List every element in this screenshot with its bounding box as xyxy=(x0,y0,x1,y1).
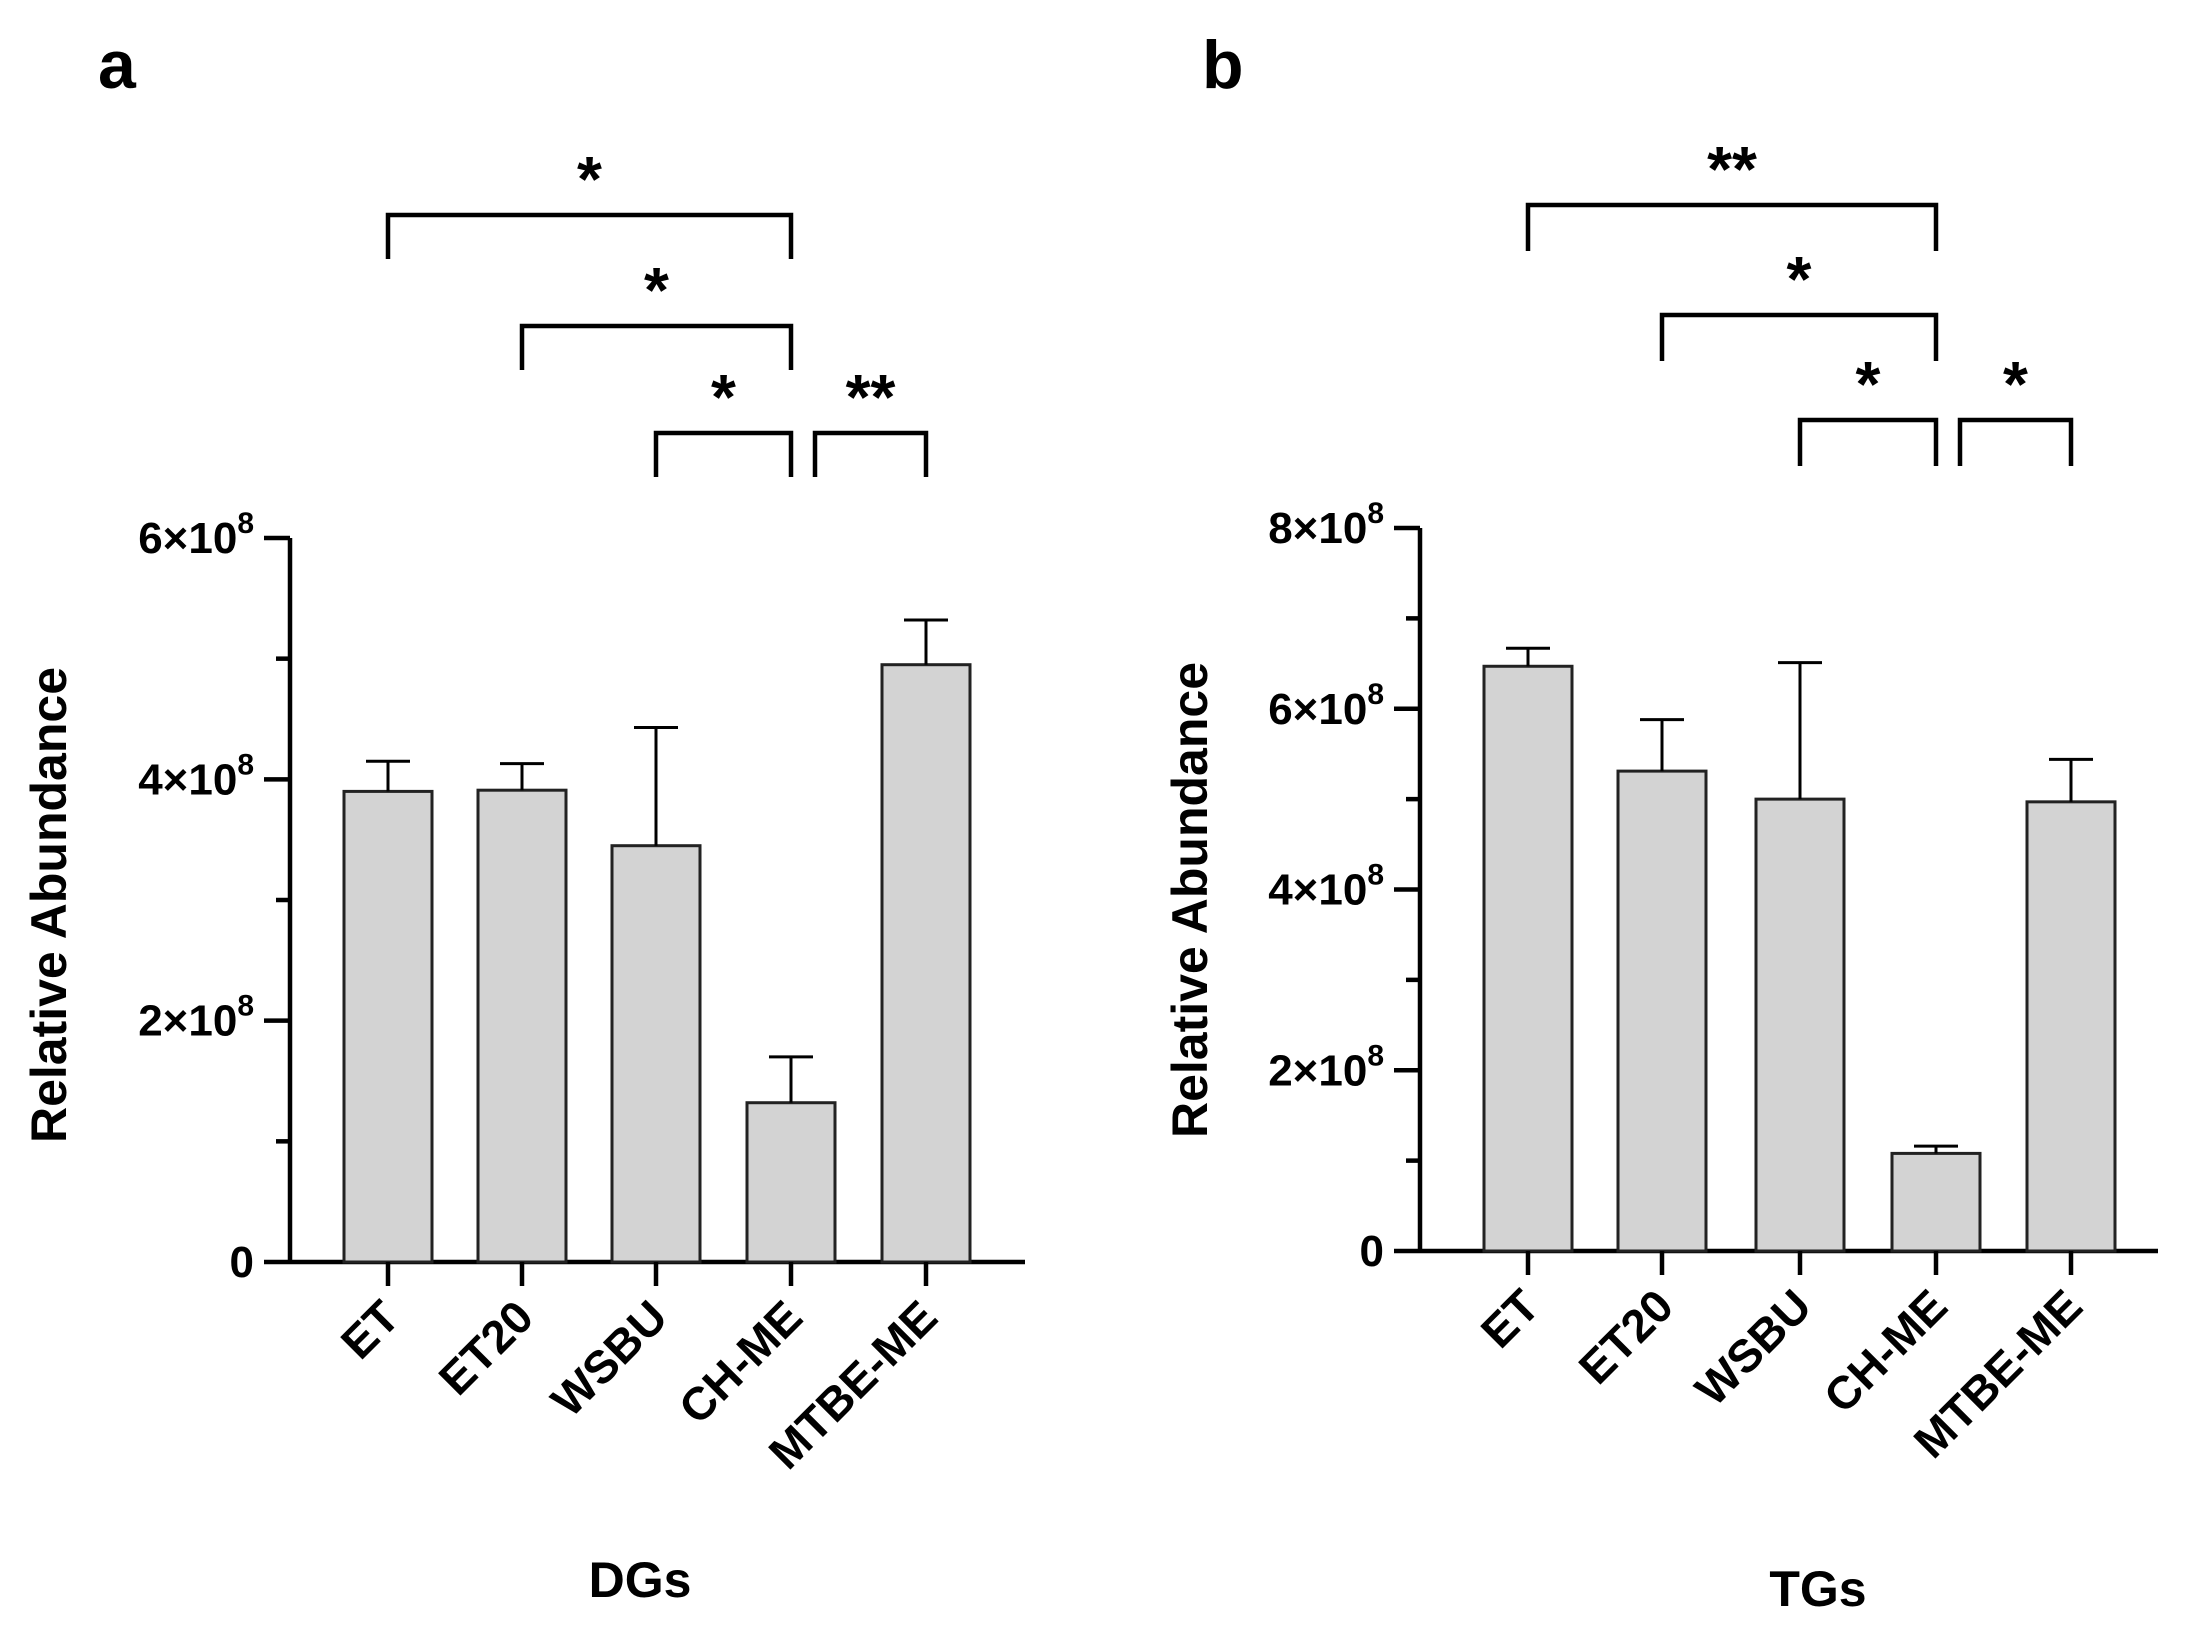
panel-a-significance-bracket xyxy=(519,323,794,370)
panel-b-x-axis-title: TGs xyxy=(1769,1561,1866,1617)
panel-b-significance-label: ** xyxy=(1707,133,1757,205)
panel-b-significance-label: * xyxy=(2003,348,2028,420)
panel-a-y-axis-title: Relative Abundance xyxy=(21,667,77,1143)
panel-b-y-tick-label: 0 xyxy=(1360,1227,1384,1276)
panel-a-significance-label: * xyxy=(711,361,736,433)
panel-b-bar-ch-me xyxy=(1890,1151,1982,1253)
panel-a-x-tick-label-et20: ET20 xyxy=(429,1290,544,1405)
panel-b-bar-wsbu xyxy=(1754,797,1846,1253)
panel-b-x-tick-label-wsbu: WSBU xyxy=(1685,1279,1821,1415)
panel-b-bar-et20 xyxy=(1616,769,1708,1253)
panel-b-significance-bracket xyxy=(1797,417,1939,466)
panel-a-significance-bracket xyxy=(385,212,794,259)
panel-b-x-tick-label-et20: ET20 xyxy=(1569,1279,1684,1394)
panel-b-significance-label: * xyxy=(1787,243,1812,315)
panel-a-bar-ch-me xyxy=(745,1101,837,1264)
panel-a-significance-bracket xyxy=(812,430,929,477)
panel-a-x-tick-label-wsbu: WSBU xyxy=(541,1290,677,1426)
panel-b-significance-bracket xyxy=(1659,312,1939,361)
panel-a-x-axis-title: DGs xyxy=(589,1552,692,1608)
panel-a: a Relative Abundance DGs 0 2×108 4×108 6×10… xyxy=(21,27,1025,1608)
panel-a-y-tick-label: 2×108 xyxy=(138,990,254,1046)
panel-b-y-axis-title: Relative Abundance xyxy=(1162,662,1218,1138)
panel-a-bar-wsbu xyxy=(610,844,702,1264)
panel-b: b Relative Abundance TGs 0 2×108 4×108 6×10… xyxy=(1162,27,2158,1617)
panel-a-letter: a xyxy=(98,27,137,103)
panel-a-bar-et xyxy=(342,789,434,1264)
panel-b-y-tick-label: 4×108 xyxy=(1268,859,1384,915)
panel-b-significance-bracket xyxy=(1957,417,2074,466)
panel-a-y-tick-label: 6×108 xyxy=(138,507,254,563)
panel-b-significance-bracket xyxy=(1525,202,1939,251)
panel-b-bar-et xyxy=(1482,664,1574,1253)
panel-a-bar-et20 xyxy=(476,788,568,1264)
panel-a-bar-mtbe-me xyxy=(880,663,972,1264)
panel-b-x-tick-label-et: ET xyxy=(1471,1279,1549,1357)
panel-b-significance-label: * xyxy=(1856,348,1881,420)
panel-a-significance-label: * xyxy=(577,143,602,215)
panel-a-y-tick-label: 0 xyxy=(230,1238,254,1287)
panel-b-bar-mtbe-me xyxy=(2025,800,2117,1253)
panel-b-y-tick-label: 2×108 xyxy=(1268,1039,1384,1095)
panel-b-letter: b xyxy=(1202,27,1244,103)
panel-a-significance-bracket xyxy=(653,430,794,477)
panel-b-y-tick-label: 8×108 xyxy=(1268,497,1384,553)
panel-a-y-tick-label: 4×108 xyxy=(138,748,254,804)
panel-a-significance-label: ** xyxy=(846,361,896,433)
panel-a-x-tick-label-et: ET xyxy=(331,1290,409,1368)
panel-b-y-tick-label: 6×108 xyxy=(1268,678,1384,734)
panel-a-significance-label: * xyxy=(644,254,669,326)
